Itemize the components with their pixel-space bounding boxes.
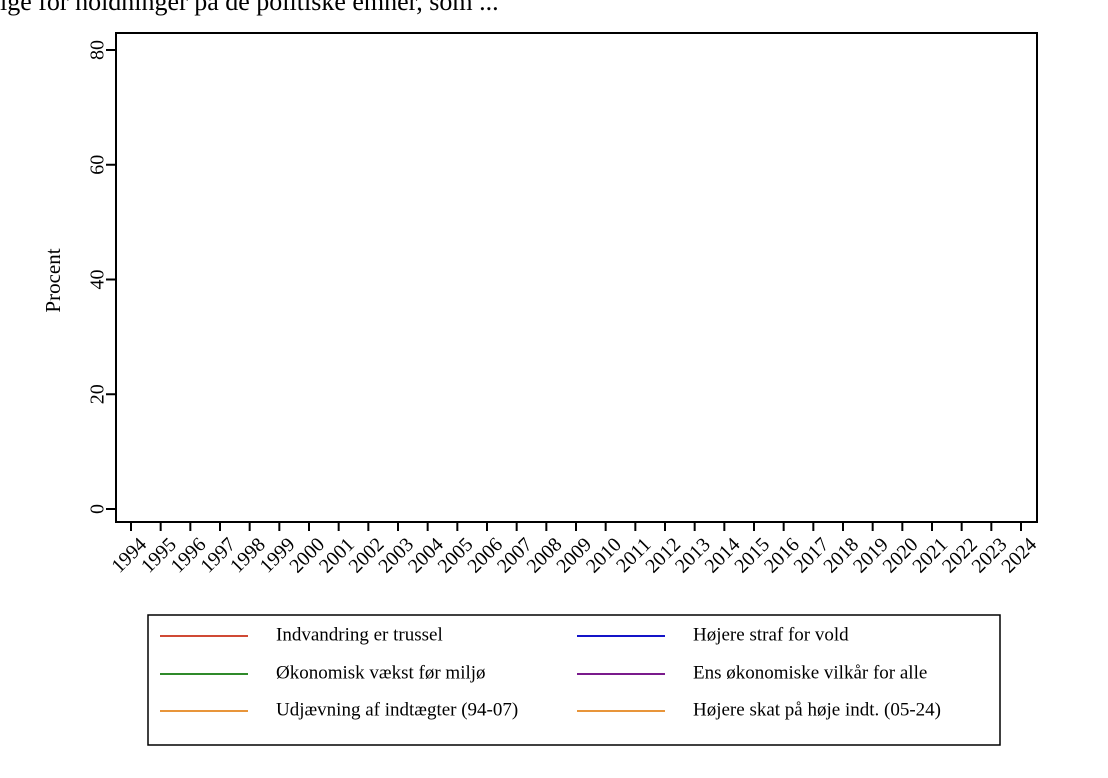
legend-label: Økonomisk vækst før miljø [276, 662, 486, 683]
legend-label: Indvandring er trussel [276, 624, 443, 645]
legend-label: Ens økonomiske vilkår for alle [693, 662, 927, 683]
legend-label: Højere straf for vold [693, 624, 849, 645]
x-tick-label: 2024 [997, 534, 1041, 578]
y-tick-label: 0 [87, 504, 109, 514]
plot-frame [115, 32, 1038, 523]
cropped-caption-line: ige for holdninger på de politiske emner… [0, 0, 499, 16]
axes [106, 32, 1038, 531]
y-tick-label: 40 [87, 270, 109, 290]
legend: Indvandring er trussel Højere straf for v… [147, 614, 1001, 746]
legend-label: Højere skat på høje indt. (05-24) [693, 699, 941, 720]
y-tick-label: 80 [87, 40, 109, 60]
cropped-caption-text: ige for holdninger på de politiske emner… [0, 0, 1108, 22]
y-tick-label: 20 [87, 384, 109, 404]
y-axis-title: Procent [41, 248, 65, 312]
legend-label: Udjævning af indtægter (94-07) [276, 699, 518, 720]
y-tick-label: 60 [87, 155, 109, 175]
legend-box [147, 614, 1001, 746]
